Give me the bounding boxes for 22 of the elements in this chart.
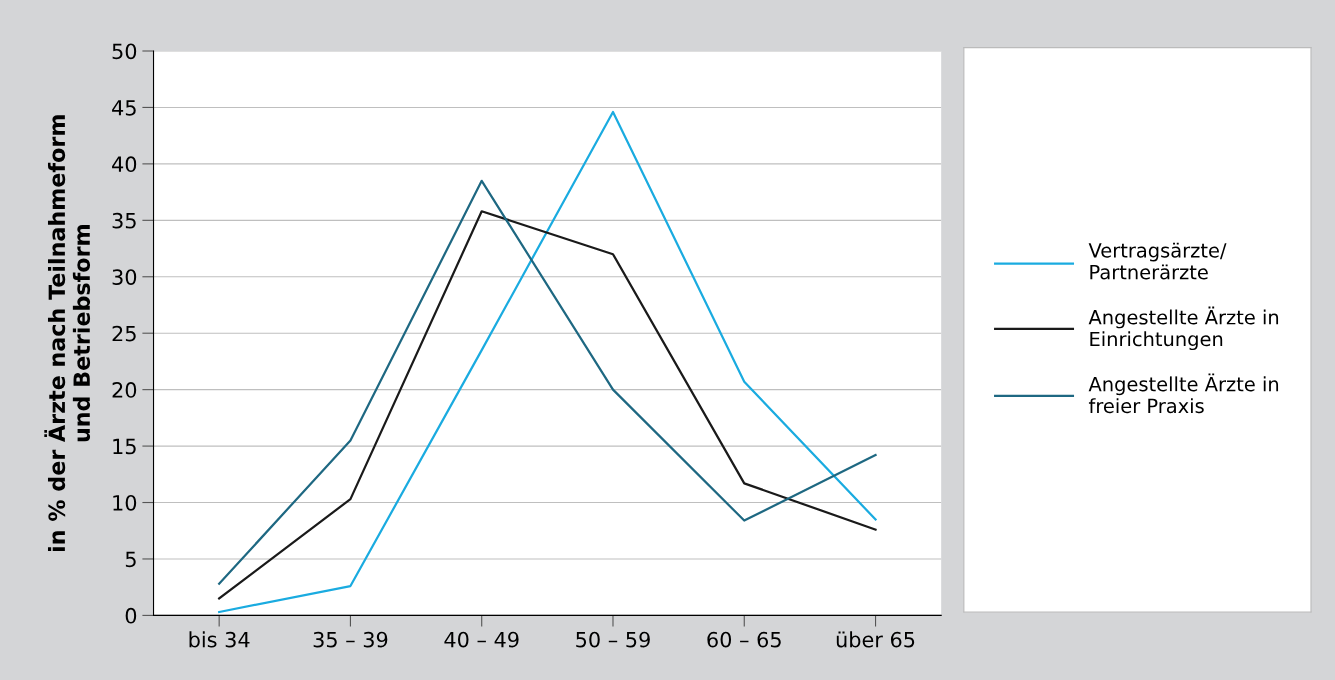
y-tick-label: 10 bbox=[113, 494, 137, 511]
y-tick-label: 40 bbox=[112, 156, 137, 173]
y-tick-label: 0 bbox=[125, 607, 137, 624]
y-tick-label: 35 bbox=[112, 212, 136, 229]
legend-label: Vertragsärzte/ Partnerärzte bbox=[1088, 242, 1227, 280]
y-tick-label: 25 bbox=[112, 325, 136, 342]
legend-label: Angestellte Ärzte in freier Praxis bbox=[1088, 373, 1279, 414]
x-tick-label: 35 – 39 bbox=[313, 631, 388, 648]
x-tick-label: über 65 bbox=[836, 631, 915, 648]
y-tick-label: 30 bbox=[112, 269, 137, 285]
line-series bbox=[218, 110, 877, 614]
y-tick-label: 50 bbox=[112, 43, 137, 60]
y-tick-label: 5 bbox=[125, 551, 136, 568]
y-tick-label: 20 bbox=[112, 382, 137, 398]
x-tick-label: 60 – 65 bbox=[707, 631, 781, 648]
y-tick-label: 45 bbox=[112, 100, 136, 116]
x-tick-label: 40 – 49 bbox=[444, 631, 519, 648]
x-tick-label: bis 34 bbox=[189, 631, 250, 648]
y-axis-title: in % der Ärzte nach Teilnahmeform und Betriebsform bbox=[44, 115, 91, 552]
legend-label: Angestellte Ärzte in Einrichtungen bbox=[1088, 306, 1279, 351]
y-tick-label: 15 bbox=[113, 438, 136, 455]
x-tick-label: 50 – 59 bbox=[576, 631, 650, 648]
